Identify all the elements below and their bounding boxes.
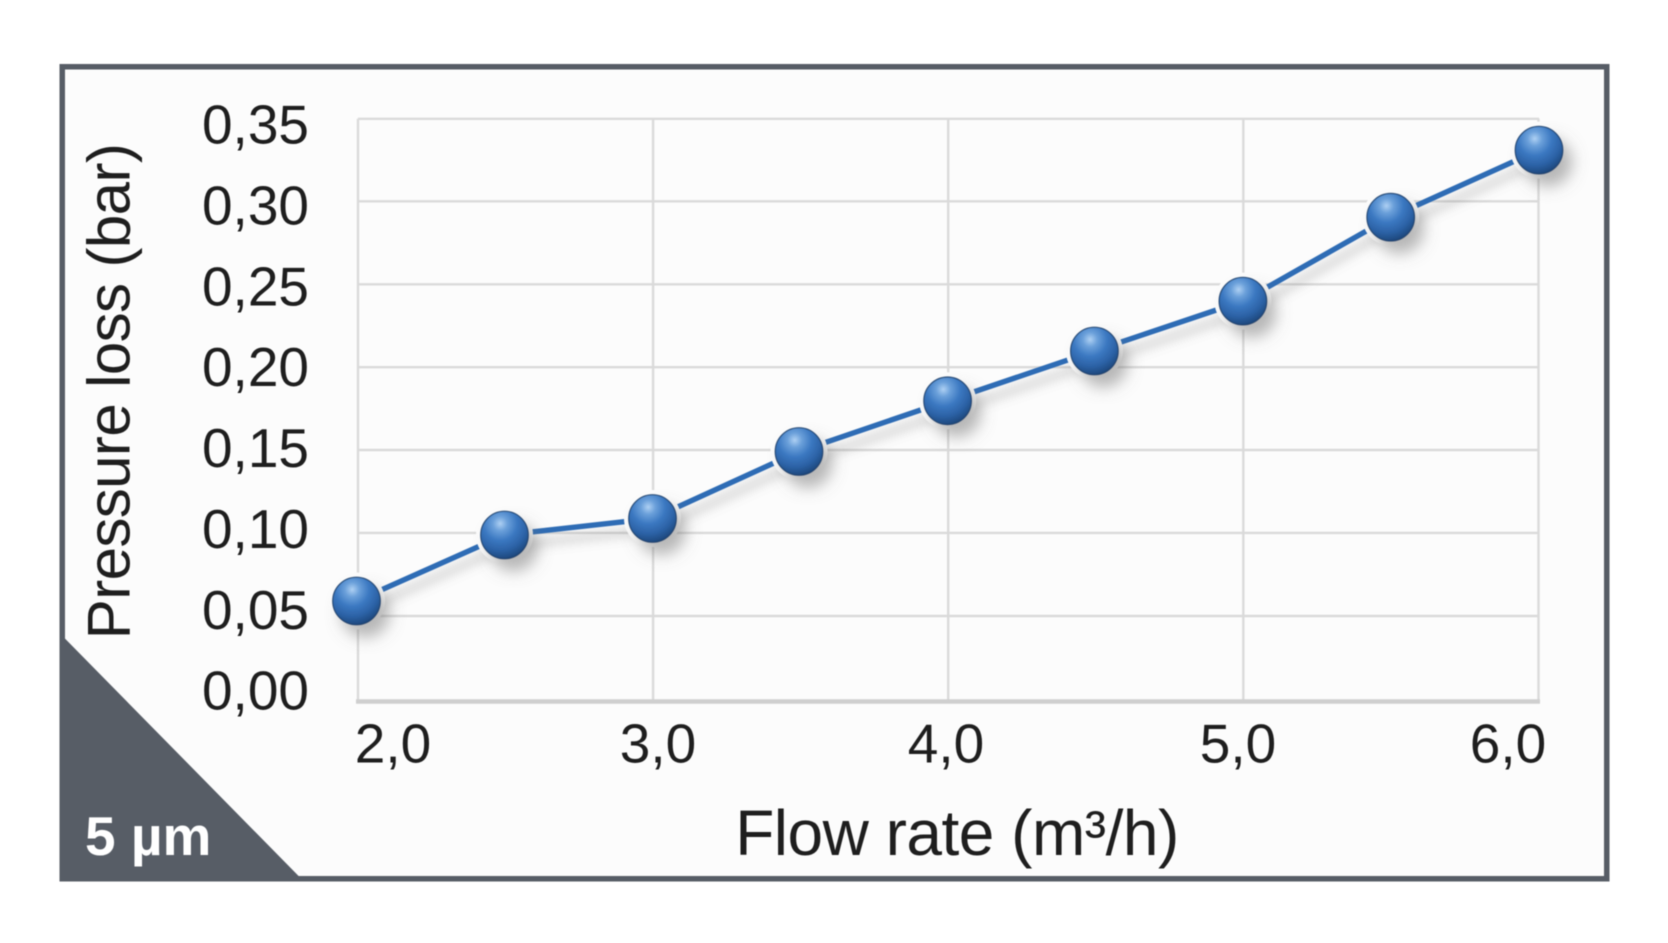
- svg-text:0,10: 0,10: [202, 498, 309, 560]
- svg-text:Pressure loss (bar): Pressure loss (bar): [76, 144, 143, 639]
- svg-text:5,0: 5,0: [1200, 713, 1276, 775]
- svg-text:3,0: 3,0: [620, 713, 696, 775]
- svg-text:0,15: 0,15: [202, 417, 309, 479]
- svg-text:Flow rate (m³/h): Flow rate (m³/h): [735, 797, 1179, 869]
- svg-text:2,0: 2,0: [355, 713, 431, 775]
- svg-text:0,25: 0,25: [202, 255, 309, 317]
- svg-text:4,0: 4,0: [908, 713, 984, 775]
- svg-text:0,00: 0,00: [202, 660, 309, 722]
- svg-text:5 µm: 5 µm: [85, 805, 211, 867]
- svg-text:0,35: 0,35: [202, 94, 309, 156]
- svg-text:0,05: 0,05: [202, 579, 309, 641]
- svg-text:0,30: 0,30: [202, 174, 309, 236]
- svg-text:0,20: 0,20: [202, 336, 309, 398]
- svg-text:6,0: 6,0: [1470, 713, 1546, 775]
